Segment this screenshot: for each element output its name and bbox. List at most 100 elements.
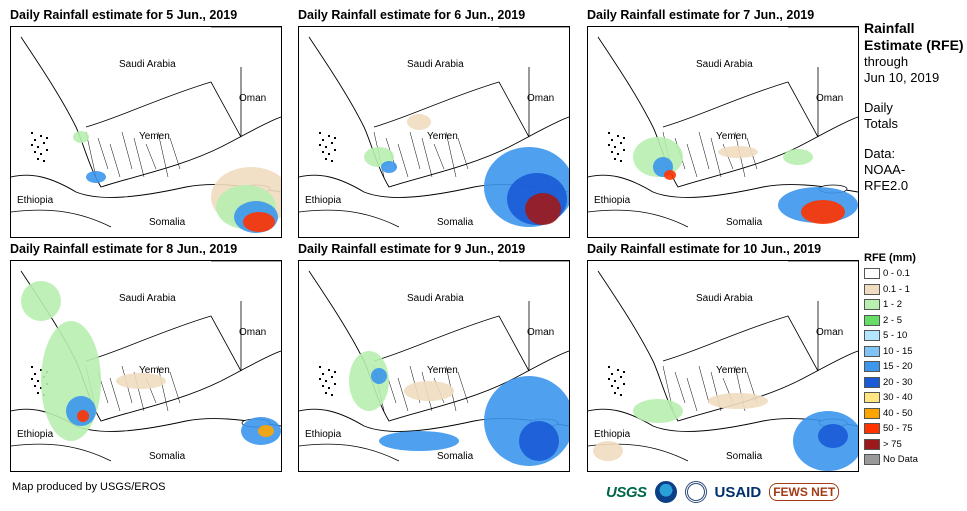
coastline [588,174,858,198]
island [46,149,48,151]
map-description: Rainfall Estimate (RFE) through Jun 10, … [864,20,964,194]
rainfall-map: Saudi Arabia Oman Yemen Ethiopia Somalia [587,260,859,472]
governorate-line [686,377,698,412]
island [43,142,45,144]
governorate-line [409,131,421,170]
label-ethiopia: Ethiopia [17,195,54,206]
island [325,146,327,148]
island [322,373,324,375]
map-panel-5: Daily Rainfall estimate for 9 Jun., 2019… [298,240,570,472]
rainfall-area [349,351,389,411]
panel-title: Daily Rainfall estimate for 10 Jun., 201… [587,242,822,256]
legend-item: 20 - 30 [864,375,964,391]
legend-swatch [864,392,880,404]
map-panel-3: Daily Rainfall estimate for 7 Jun., 2019… [587,6,859,238]
legend-label: 0.1 - 1 [883,283,910,295]
rainfall-area [407,114,431,130]
daily-totals-label: Daily Totals [864,100,898,131]
island [608,144,610,146]
label-saudi-arabia: Saudi Arabia [119,293,176,304]
legend-label: 10 - 15 [883,345,913,357]
island [40,135,42,137]
island [331,376,333,378]
legend-item: 10 - 15 [864,344,964,360]
label-saudi-arabia: Saudi Arabia [407,59,464,70]
through-date: Jun 10, 2019 [864,70,940,85]
island [608,378,610,380]
legend-swatch [864,376,880,388]
logo-strip: USGS USAID FEWS NET [606,478,847,506]
through-label: through [864,54,909,69]
map-svg [11,27,281,237]
island [322,151,324,153]
legend-swatch [864,314,880,326]
panel-title: Daily Rainfall estimate for 9 Jun., 2019 [298,242,526,256]
panel-title: Daily Rainfall estimate for 8 Jun., 2019 [10,242,238,256]
label-somalia: Somalia [149,451,186,462]
island [31,378,33,380]
island [31,132,33,134]
legend-label: 5 - 10 [883,330,908,342]
rainfall-area [86,171,106,183]
legend-label: 15 - 20 [883,361,913,373]
governorate-line [133,137,145,178]
island [46,137,48,139]
governorate-line [457,371,469,404]
island [328,369,330,371]
rainfall-area [801,200,845,224]
island [319,132,321,134]
usaid-logo-text: USAID [714,483,762,501]
border-line [11,209,112,228]
label-saudi-arabia: Saudi Arabia [119,59,176,70]
island [37,158,39,160]
island [325,392,327,394]
border-line [299,443,400,462]
island [623,371,625,373]
map-heading: Rainfall Estimate (RFE) [864,20,964,53]
island [40,153,42,155]
label-ethiopia: Ethiopia [594,429,631,440]
coastline [597,36,858,188]
map-panel-4: Daily Rainfall estimate for 8 Jun., 2019… [10,240,282,472]
label-yemen: Yemen [139,131,170,142]
governorate-line [445,131,457,178]
border-line [662,315,819,372]
seal-logo-icon [684,481,707,503]
legend-label: 50 - 75 [883,423,913,435]
governorate-line [433,143,445,170]
legend-item: 50 - 75 [864,421,964,437]
island [34,139,36,141]
island [334,371,336,373]
legend-title: RFE (mm) [864,252,916,264]
data-source-1: NOAA- [864,162,906,177]
rainfall-area [708,393,768,409]
legend-swatch [864,283,880,295]
legend-item: 1 - 2 [864,297,964,313]
panel-title: Daily Rainfall estimate for 6 Jun., 2019 [298,8,526,22]
island [620,394,622,396]
rainfall-area [593,441,623,461]
governorate-line [157,365,169,412]
island [331,142,333,144]
credit-text: Map produced by USGS/EROS [12,481,166,493]
usaid-logo: USAID [715,484,762,501]
legend-item: 0.1 - 1 [864,282,964,298]
rainfall-area [371,368,387,384]
island [623,383,625,385]
map-panel-2: Daily Rainfall estimate for 6 Jun., 2019… [298,6,570,238]
map-panel-1: Daily Rainfall estimate for 5 Jun., 2019… [10,6,282,238]
governorate-line [157,131,169,178]
label-ethiopia: Ethiopia [305,429,342,440]
border-line [588,209,689,228]
legend-swatch [864,299,880,311]
border-line [373,81,530,138]
rainfall-area [243,212,275,232]
noaa-logo-icon [654,481,677,503]
legend-label: 2 - 5 [883,314,903,326]
governorate-line [457,137,469,170]
label-saudi-arabia: Saudi Arabia [696,59,753,70]
border-line [11,443,112,462]
island [37,392,39,394]
island [623,137,625,139]
legend-item: 0 - 0.1 [864,266,964,282]
